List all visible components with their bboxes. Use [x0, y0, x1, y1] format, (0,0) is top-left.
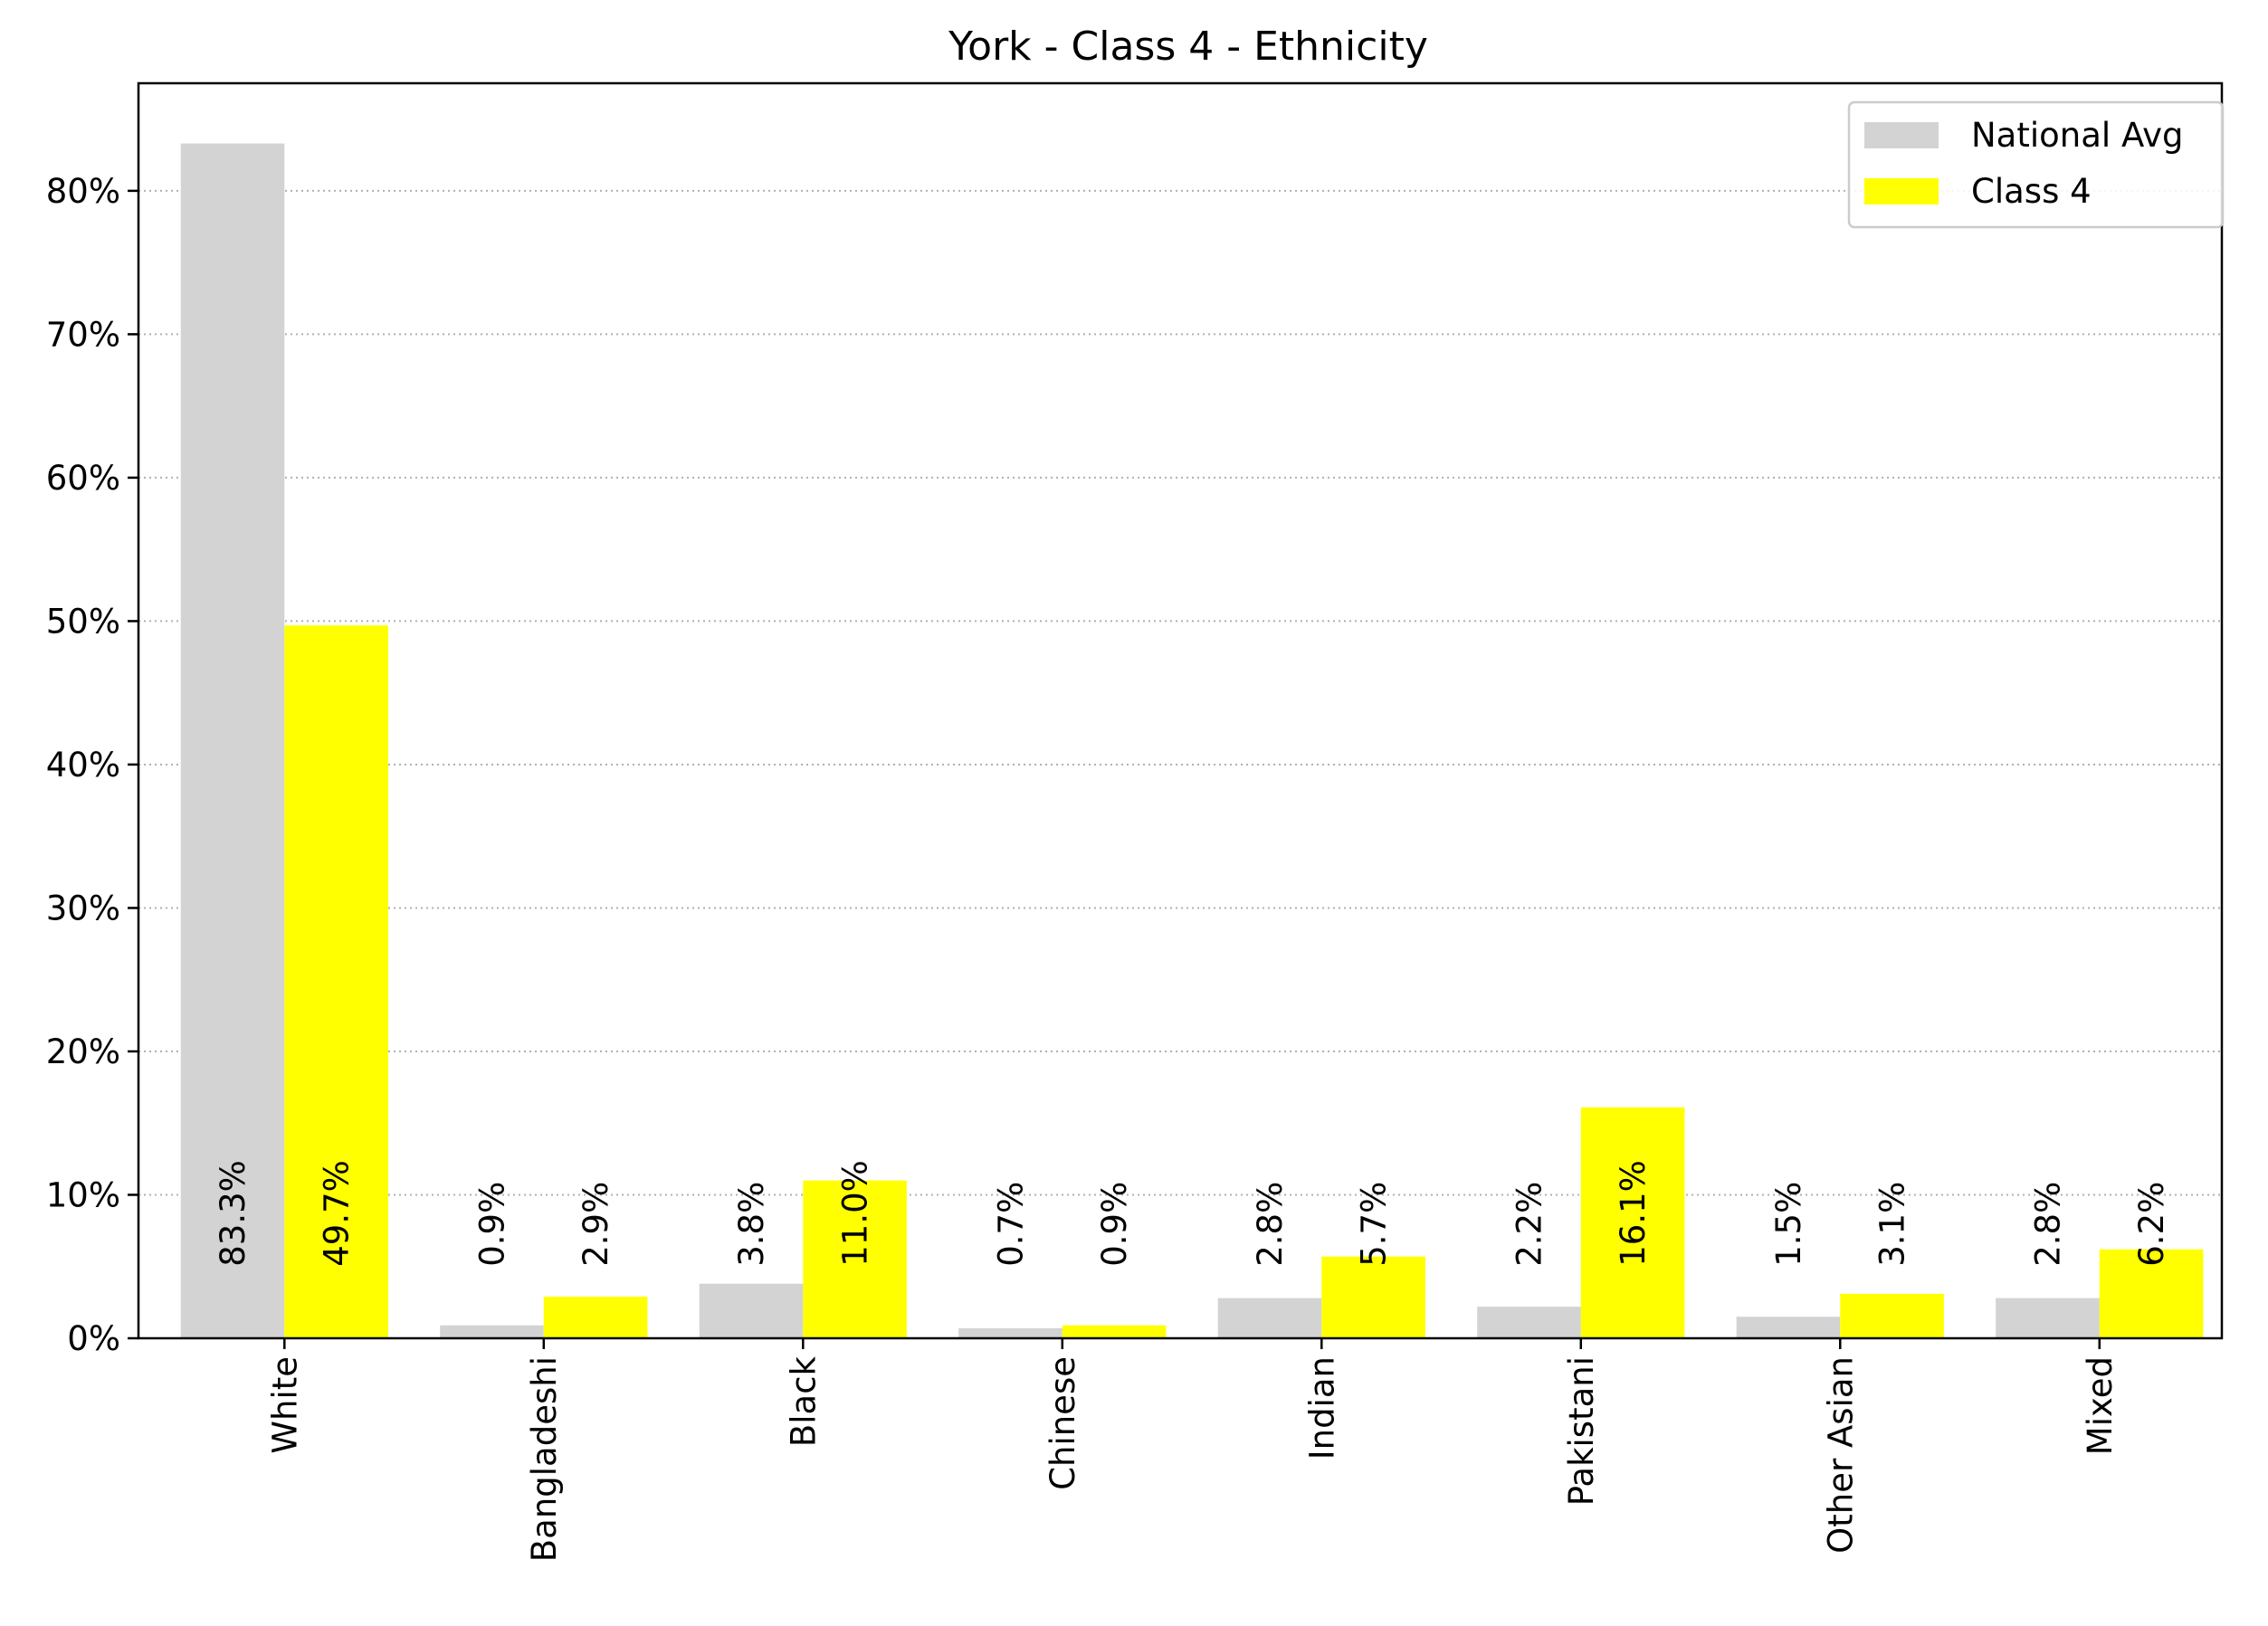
bar-class-4	[2099, 1249, 2204, 1338]
bar-value-label: 5.7%	[1355, 1182, 1394, 1267]
y-tick-label: 60%	[46, 459, 120, 498]
bar-national-avg	[1477, 1307, 1581, 1338]
legend-box	[1847, 100, 2225, 229]
bar-national-avg	[699, 1283, 804, 1338]
bar-class-4	[1840, 1293, 1944, 1338]
x-tick-label: White	[265, 1356, 304, 1454]
y-tick-label: 50%	[46, 602, 120, 641]
bar-value-label: 0.9%	[1095, 1182, 1134, 1267]
x-tick-label: Black	[784, 1355, 823, 1447]
bar-value-label: 3.1%	[1873, 1182, 1912, 1267]
bar-value-labels: 83.3% 49.7% 0.9% 2.9% 3.8% 11.0% 0.7% 0.9% 2.8% 5…	[214, 1160, 2171, 1267]
bar-class-4	[543, 1297, 648, 1338]
bar-national-avg	[958, 1327, 1063, 1338]
bar-value-label: 0.7%	[991, 1182, 1030, 1267]
bar-class-4	[1062, 1325, 1167, 1338]
x-tick-label: Indian	[1302, 1356, 1341, 1460]
y-tick-label: 40%	[46, 746, 120, 784]
x-tick-label: Chinese	[1043, 1356, 1082, 1490]
bar-national-avg	[180, 143, 285, 1338]
bar-national-avg	[1217, 1298, 1322, 1338]
bar-value-label: 49.7%	[318, 1160, 357, 1267]
bar-class-4	[1321, 1256, 1425, 1338]
legend-label: Class 4	[1971, 172, 2092, 211]
bar-value-label: 16.1%	[1614, 1160, 1653, 1267]
bar-national-avg	[1736, 1317, 1841, 1338]
bar-value-label: 11.0%	[836, 1160, 875, 1267]
legend-swatch	[1864, 122, 1939, 148]
bar-value-label: 83.3%	[214, 1160, 253, 1267]
bar-value-label: 2.2%	[1510, 1182, 1549, 1267]
bar-value-label: 3.8%	[732, 1182, 771, 1267]
bar-value-label: 1.5%	[1769, 1182, 1808, 1267]
bars	[180, 143, 2204, 1338]
y-tick-label: 70%	[46, 315, 120, 354]
y-tick-label: 20%	[46, 1032, 120, 1071]
x-tick-label: Pakistani	[1562, 1356, 1601, 1506]
chart-title: York - Class 4 - Ethnicity	[948, 24, 1428, 70]
bar-class-4	[1580, 1107, 1685, 1338]
x-tick-label: Other Asian	[1821, 1356, 1860, 1554]
bar-value-label: 2.8%	[2028, 1182, 2067, 1267]
x-axis: White Bangladeshi Black Chinese Indian Pakist…	[265, 1338, 2120, 1562]
y-tick-label: 10%	[46, 1175, 120, 1214]
y-axis: 0% 10% 20% 30% 40% 50% 60% 70% 80%	[46, 172, 138, 1358]
y-tick-label: 80%	[46, 172, 120, 211]
legend: National Avg Class 4	[1847, 100, 2225, 229]
bar-national-avg	[1996, 1298, 2100, 1338]
bar-value-label: 0.9%	[472, 1182, 511, 1267]
bar-value-label: 2.8%	[1251, 1182, 1290, 1267]
bar-national-avg	[440, 1325, 544, 1338]
bar-value-label: 6.2%	[2132, 1182, 2171, 1267]
y-tick-label: 30%	[46, 889, 120, 927]
x-tick-label: Mixed	[2081, 1356, 2120, 1455]
legend-swatch	[1864, 178, 1939, 204]
bar-class-4	[803, 1180, 907, 1338]
bar-class-4	[284, 625, 388, 1338]
x-tick-label: Bangladeshi	[525, 1356, 564, 1562]
bar-value-label: 2.9%	[577, 1182, 615, 1267]
legend-label: National Avg	[1971, 116, 2183, 155]
y-tick-label: 0%	[67, 1319, 120, 1358]
plot-frame	[137, 81, 2224, 1340]
